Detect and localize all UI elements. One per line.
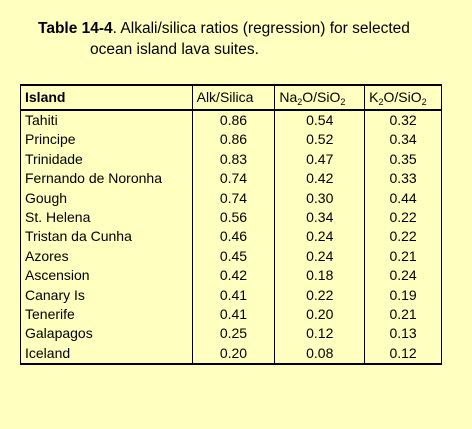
alk-silica-cell: 0.56 [191, 208, 276, 228]
island-cell: Galapagos [20, 324, 193, 344]
header-island: Island [20, 84, 193, 111]
alk-silica-cell: 0.86 [191, 110, 276, 131]
na2o-sio2-cell: 0.18 [274, 266, 366, 286]
alk-silica-cell: 0.45 [191, 246, 276, 267]
table-row: Canary Is 0.41 0.22 0.19 [20, 285, 442, 306]
table-row: Tristan da Cunha 0.46 0.24 0.22 [20, 227, 442, 247]
header-k2o-sio2: K2O/SiO2 [364, 84, 442, 111]
na2o-sio2-cell: 0.08 [274, 343, 366, 366]
table-row: Principe 0.86 0.52 0.34 [20, 130, 442, 150]
island-cell: Canary Is [20, 285, 193, 306]
table-row: Gough 0.74 0.30 0.44 [20, 188, 442, 209]
table-body: Tahiti 0.86 0.54 0.32 Principe 0.86 0.52 0.34 Tr… [20, 110, 442, 366]
table-row: Tahiti 0.86 0.54 0.32 [20, 110, 442, 131]
table-number: Table 14-4 [38, 20, 113, 37]
island-cell: Ascension [20, 266, 193, 286]
na2o-sio2-cell: 0.22 [274, 285, 366, 306]
island-cell: Azores [20, 246, 193, 267]
na2o-sio2-cell: 0.52 [274, 130, 366, 150]
caption-line-1: . Alkali/silica ratios (regression) for … [112, 20, 410, 37]
header-na2o-sio2: Na2O/SiO2 [274, 84, 366, 111]
k2o-sio2-cell: 0.22 [364, 208, 442, 228]
island-cell: Tenerife [20, 305, 193, 325]
k2o-sio2-cell: 0.32 [364, 110, 442, 131]
caption-line-2: ocean island lava suites. [90, 41, 259, 58]
island-cell: Principe [20, 130, 193, 150]
table-header-row: Island Alk/Silica Na2O/SiO2 K2O/SiO2 [20, 84, 442, 111]
island-cell: St. Helena [20, 208, 193, 228]
na2o-sio2-cell: 0.47 [274, 149, 366, 170]
alk-silica-cell: 0.83 [191, 149, 276, 170]
table-row: Azores 0.45 0.24 0.21 [20, 246, 442, 267]
island-cell: Trinidade [20, 149, 193, 170]
na2o-sio2-cell: 0.20 [274, 305, 366, 325]
k2o-sio2-cell: 0.33 [364, 169, 442, 189]
k2o-sio2-cell: 0.44 [364, 188, 442, 209]
k2o-sio2-cell: 0.21 [364, 246, 442, 267]
alk-silica-cell: 0.41 [191, 285, 276, 306]
k2o-sio2-cell: 0.19 [364, 285, 442, 306]
island-cell: Fernando de Noronha [20, 169, 193, 189]
na2o-sio2-cell: 0.24 [274, 246, 366, 267]
na2o-sio2-cell: 0.24 [274, 227, 366, 247]
table-row: Fernando de Noronha 0.74 0.42 0.33 [20, 169, 442, 189]
k2o-sio2-cell: 0.12 [364, 343, 442, 366]
k2o-sio2-cell: 0.22 [364, 227, 442, 247]
na2o-sio2-cell: 0.54 [274, 110, 366, 131]
k2o-sio2-cell: 0.21 [364, 305, 442, 325]
table-caption: Table 14-4. Alkali/silica ratios (regres… [38, 18, 458, 60]
alk-silica-cell: 0.42 [191, 266, 276, 286]
alk-silica-cell: 0.46 [191, 227, 276, 247]
header-alk-silica: Alk/Silica [191, 84, 276, 111]
na2o-sio2-cell: 0.30 [274, 188, 366, 209]
alk-silica-cell: 0.74 [191, 169, 276, 189]
k2o-sio2-cell: 0.24 [364, 266, 442, 286]
alk-silica-cell: 0.74 [191, 188, 276, 209]
na2o-sio2-cell: 0.42 [274, 169, 366, 189]
alk-silica-cell: 0.41 [191, 305, 276, 325]
island-cell: Gough [20, 188, 193, 209]
island-cell: Tahiti [20, 110, 193, 131]
table-row: Iceland 0.20 0.08 0.12 [20, 343, 442, 366]
island-cell: Tristan da Cunha [20, 227, 193, 247]
k2o-sio2-cell: 0.34 [364, 130, 442, 150]
ratios-table: Island Alk/Silica Na2O/SiO2 K2O/SiO2 Tah… [20, 84, 442, 366]
table-row: Ascension 0.42 0.18 0.24 [20, 266, 442, 286]
table-row: Galapagos 0.25 0.12 0.13 [20, 324, 442, 344]
na2o-sio2-cell: 0.34 [274, 208, 366, 228]
island-cell: Iceland [20, 343, 193, 366]
k2o-sio2-cell: 0.35 [364, 149, 442, 170]
alk-silica-cell: 0.20 [191, 343, 276, 366]
table-row: Tenerife 0.41 0.20 0.21 [20, 305, 442, 325]
k2o-sio2-cell: 0.13 [364, 324, 442, 344]
alk-silica-cell: 0.25 [191, 324, 276, 344]
table-row: Trinidade 0.83 0.47 0.35 [20, 149, 442, 170]
na2o-sio2-cell: 0.12 [274, 324, 366, 344]
alk-silica-cell: 0.86 [191, 130, 276, 150]
table-row: St. Helena 0.56 0.34 0.22 [20, 208, 442, 228]
